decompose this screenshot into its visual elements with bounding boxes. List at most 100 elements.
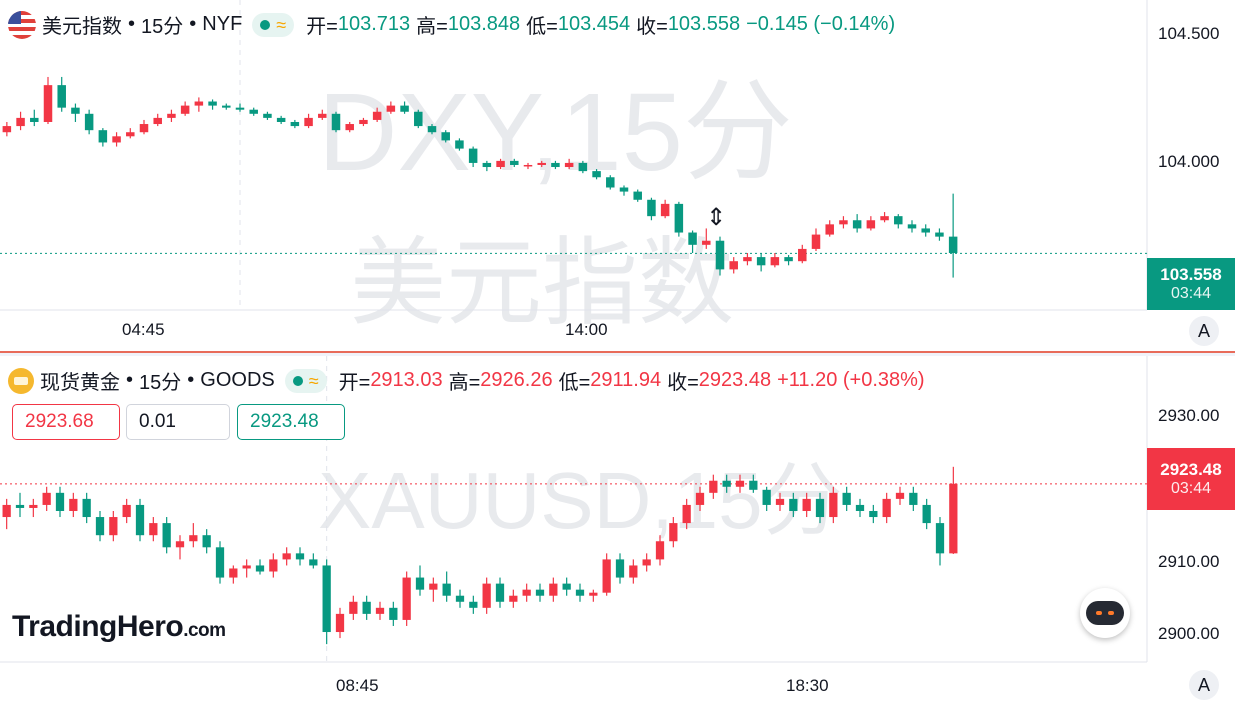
candle-body xyxy=(510,160,519,165)
gold-interval[interactable]: 15分 xyxy=(139,372,182,394)
candle-body xyxy=(180,105,190,114)
candle-body xyxy=(775,498,785,505)
candle xyxy=(42,486,51,511)
candle-body xyxy=(869,510,878,518)
dxy-market-status-pill[interactable]: ≈ xyxy=(252,12,295,37)
candle xyxy=(290,119,300,129)
candle-body xyxy=(215,547,225,578)
candle xyxy=(331,111,341,133)
candle xyxy=(208,99,217,110)
candle xyxy=(839,216,848,229)
candle xyxy=(894,214,903,229)
candle xyxy=(709,474,718,499)
candle-body xyxy=(400,105,409,112)
candle-body xyxy=(688,232,697,245)
candle-body xyxy=(895,492,905,499)
candle-body xyxy=(2,126,12,133)
candle-body xyxy=(749,480,758,490)
candle-body xyxy=(15,504,25,508)
candle xyxy=(2,498,11,530)
robot-face-icon xyxy=(1086,601,1124,625)
candle xyxy=(592,169,601,180)
candle-body xyxy=(495,583,505,602)
candle xyxy=(606,175,615,190)
market-open-dot-icon xyxy=(260,19,271,30)
candle xyxy=(175,535,185,560)
candle-body xyxy=(549,583,558,596)
gold-high-value: 2926.26 xyxy=(480,369,553,391)
dxy-interval[interactable]: 15分 xyxy=(141,16,184,38)
candle-body xyxy=(202,535,211,548)
candle xyxy=(455,589,465,608)
candle xyxy=(815,492,825,524)
dxy-x-tick-label: 04:45 xyxy=(122,320,165,339)
candle xyxy=(743,253,752,266)
candle xyxy=(126,128,135,139)
candle xyxy=(722,474,731,493)
candle-body xyxy=(304,117,313,127)
gold-symbol-name[interactable]: 现货黄金 xyxy=(40,372,120,394)
candle-body xyxy=(522,589,531,596)
candle-body xyxy=(784,257,793,262)
tradinghero-logo: TradingHero.com xyxy=(12,610,226,644)
candle xyxy=(149,517,158,542)
candle-body xyxy=(842,492,851,505)
sell-price-button[interactable]: 2923.68 xyxy=(12,404,120,440)
candle xyxy=(442,571,451,602)
candle xyxy=(852,214,862,233)
pane-divider[interactable] xyxy=(0,351,1235,356)
candle xyxy=(30,109,39,127)
candle xyxy=(695,486,705,511)
candle xyxy=(309,553,318,569)
candle xyxy=(907,220,917,233)
candle-body xyxy=(112,136,121,143)
candle xyxy=(345,121,354,133)
dxy-symbol-name[interactable]: 美元指数 xyxy=(42,16,122,38)
candle-body xyxy=(537,162,546,165)
candle xyxy=(162,517,171,554)
candle-body xyxy=(660,203,670,217)
candle xyxy=(229,565,238,584)
candle xyxy=(482,160,492,172)
candle xyxy=(949,466,958,554)
candle xyxy=(775,492,785,511)
candle-body xyxy=(606,177,615,188)
candle-body xyxy=(523,164,533,167)
candle xyxy=(16,111,25,131)
candle xyxy=(948,193,958,278)
candle xyxy=(304,113,313,129)
dxy-change-value: −0.145 (−0.14%) xyxy=(746,13,896,35)
candle-body xyxy=(98,130,108,143)
candle-body xyxy=(229,568,238,578)
buy-price-button[interactable]: 2923.48 xyxy=(237,404,345,440)
candle xyxy=(551,160,560,170)
candle xyxy=(660,199,670,219)
dxy-candlestick-chart[interactable] xyxy=(0,0,1235,350)
gold-market-status-pill[interactable]: ≈ xyxy=(284,368,327,393)
candle-body xyxy=(948,236,958,254)
dxy-chart-pane[interactable]: DXY,15分 美元指数 美元指数 • 15分 • NYF ≈ 开= 103.71… xyxy=(0,0,1235,350)
candle xyxy=(415,565,425,596)
candle-body xyxy=(935,232,944,237)
candle xyxy=(249,107,258,116)
candle-body xyxy=(709,480,718,493)
candle-body xyxy=(429,583,438,590)
candle xyxy=(866,216,876,231)
quantity-input[interactable]: 0.01 xyxy=(126,404,230,440)
candle-body xyxy=(882,498,891,518)
gold-auto-scale-button[interactable]: A xyxy=(1189,670,1219,700)
candle-body xyxy=(455,140,464,149)
candle-body xyxy=(402,577,411,620)
candle xyxy=(295,547,305,566)
candle-body xyxy=(564,162,574,168)
gold-close-value: 2923.48 xyxy=(698,369,772,391)
gold-candlestick-chart[interactable] xyxy=(0,356,1235,702)
dxy-auto-scale-button[interactable]: A xyxy=(1189,316,1219,346)
assistant-robot-button[interactable] xyxy=(1080,588,1130,638)
candle xyxy=(189,523,198,548)
dxy-y-tick-label: 104.500 xyxy=(1158,24,1220,43)
candle-body xyxy=(798,248,807,262)
candle-body xyxy=(222,105,231,108)
gold-high-label: 高= xyxy=(448,372,481,394)
gold-change-value: +11.20 (+0.38%) xyxy=(777,369,925,391)
